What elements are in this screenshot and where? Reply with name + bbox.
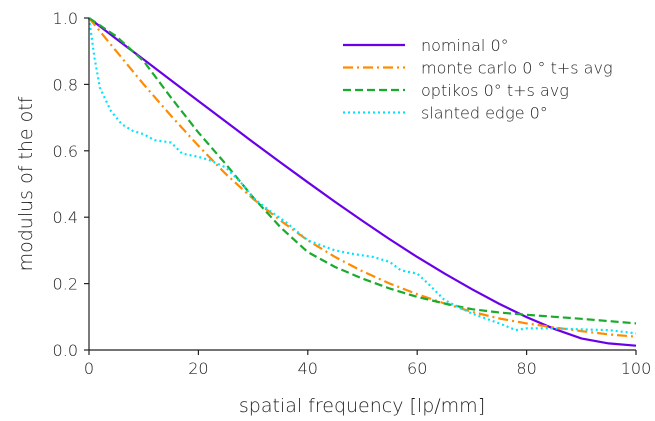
legend-label: optikos 0° t+s avg: [421, 81, 569, 100]
legend-label: nominal 0°: [421, 36, 509, 55]
x-tick-label: 60: [407, 359, 427, 378]
x-tick-label: 20: [188, 359, 208, 378]
y-tick-label: 0.0: [53, 341, 78, 360]
ticks: 0 20 40 60 80 100 0.0 0.2 0.4 0.6 0.8 1.0: [53, 9, 652, 378]
y-tick-label: 0.8: [53, 75, 78, 94]
y-axis-label: modulus of the otf: [15, 96, 37, 271]
series-line-1: [88, 17, 637, 338]
x-axis-label: spatial frequency [lp/mm]: [239, 395, 485, 417]
legend-label: slanted edge 0°: [421, 104, 548, 123]
legend: nominal 0° monte carlo 0 ° t+s avg optikos…: [343, 36, 613, 123]
axes: [88, 18, 636, 351]
y-tick-label: 0.6: [53, 142, 78, 161]
plot-lines: [87, 17, 637, 347]
series-line-2: [88, 17, 637, 325]
x-tick-label: 0: [84, 359, 94, 378]
x-tick-label: 80: [516, 359, 536, 378]
y-tick-label: 0.2: [53, 275, 78, 294]
x-tick-label: 40: [298, 359, 318, 378]
legend-label: monte carlo 0 ° t+s avg: [421, 59, 613, 78]
x-tick-label: 100: [621, 359, 652, 378]
series-line-0: [88, 17, 637, 347]
y-tick-label: 0.4: [53, 208, 78, 227]
y-tick-label: 1.0: [53, 9, 78, 28]
